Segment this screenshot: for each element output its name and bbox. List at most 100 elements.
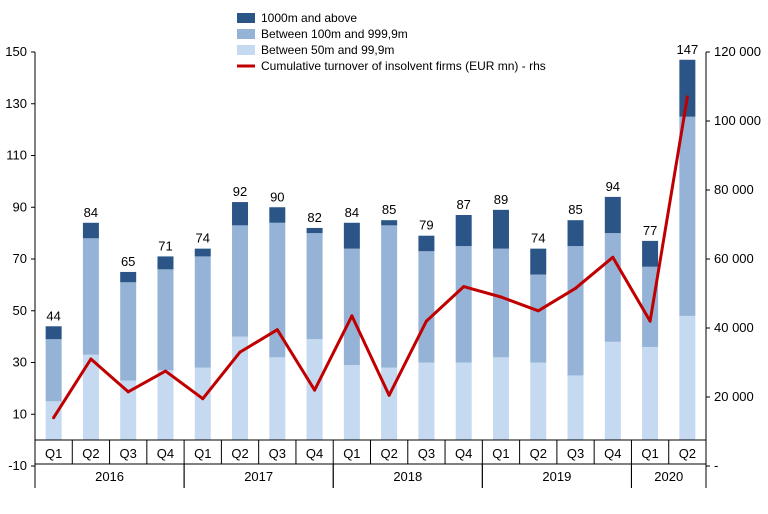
turnover-point xyxy=(126,390,130,394)
bar-total-label: 82 xyxy=(307,210,321,225)
bar-segment-2 xyxy=(343,222,360,249)
bar-segment-1 xyxy=(343,248,360,366)
bar-segment-1 xyxy=(455,246,472,363)
turnover-point xyxy=(313,388,317,392)
y-right-tick-label: 100 000 xyxy=(714,113,761,128)
bar-segment-2 xyxy=(194,248,211,257)
bar-segment-0 xyxy=(530,362,547,441)
year-label: 2016 xyxy=(95,469,124,484)
y-left-tick-label: 30 xyxy=(13,355,27,370)
turnover-point xyxy=(350,314,354,318)
bar-segment-1 xyxy=(642,266,659,347)
bar-segment-1 xyxy=(82,238,99,355)
bar-segment-1 xyxy=(157,269,174,371)
category-label: Q2 xyxy=(679,446,696,461)
bar-segment-1 xyxy=(269,222,286,358)
bar-total-label: 71 xyxy=(158,238,172,253)
turnover-point xyxy=(648,319,652,323)
legend-swatch xyxy=(237,45,255,55)
bar-segment-1 xyxy=(604,233,621,342)
bar-segment-2 xyxy=(679,59,696,117)
bar-segment-2 xyxy=(492,209,509,249)
bar-total-label: 94 xyxy=(606,179,620,194)
turnover-line xyxy=(52,96,689,419)
bar-total-label: 84 xyxy=(84,205,98,220)
bar-segment-0 xyxy=(642,346,659,441)
bar-segment-0 xyxy=(157,370,174,441)
turnover-point xyxy=(238,350,242,354)
turnover-point xyxy=(163,369,167,373)
turnover-point xyxy=(52,416,56,420)
turnover-point xyxy=(685,95,689,99)
bar-total-label: 89 xyxy=(494,192,508,207)
bar-segment-2 xyxy=(120,271,137,283)
y-right-tick-label: 60 000 xyxy=(714,251,754,266)
category-label: Q4 xyxy=(306,446,323,461)
y-right-tick-label: 40 000 xyxy=(714,320,754,335)
bar-segment-0 xyxy=(343,365,360,441)
bar-segment-0 xyxy=(492,357,509,441)
bar-segment-0 xyxy=(604,341,621,441)
category-label: Q1 xyxy=(194,446,211,461)
y-left-tick-label: 90 xyxy=(13,199,27,214)
turnover-point xyxy=(424,319,428,323)
turnover-point xyxy=(574,286,578,290)
category-label: Q1 xyxy=(492,446,509,461)
bar-segment-0 xyxy=(455,362,472,441)
category-label: Q2 xyxy=(231,446,248,461)
category-label: Q1 xyxy=(343,446,360,461)
turnover-point xyxy=(611,255,615,259)
bar-total-label: 74 xyxy=(531,231,545,246)
category-label: Q2 xyxy=(380,446,397,461)
bars-group: 44 84 65 71 74 92 90 82 84 85 79 87 89 74 85 94 77 147 xyxy=(45,42,699,441)
bar-total-label: 65 xyxy=(121,254,135,269)
turnover-point xyxy=(536,309,540,313)
bar-segment-1 xyxy=(492,248,509,358)
y-left-tick-label: 70 xyxy=(13,251,27,266)
bar-segment-1 xyxy=(232,225,249,337)
bar-total-label: 147 xyxy=(677,42,699,57)
bar-segment-0 xyxy=(269,357,286,441)
legend-label: Between 50m and 99,9m xyxy=(261,43,394,57)
bar-segment-1 xyxy=(679,116,696,316)
bar-segment-0 xyxy=(194,367,211,441)
bar-segment-2 xyxy=(567,220,584,247)
bar-total-label: 77 xyxy=(643,223,657,238)
bar-segment-2 xyxy=(269,207,286,223)
bar-segment-1 xyxy=(194,256,211,368)
bar-segment-0 xyxy=(82,354,99,441)
y-left-tick-label: 150 xyxy=(5,44,27,59)
category-label: Q1 xyxy=(45,446,62,461)
legend: 1000m and above Between 100m and 999,9m Be… xyxy=(237,11,546,73)
y-right-tick-label: 20 000 xyxy=(714,389,754,404)
bar-segment-2 xyxy=(604,196,621,234)
category-label: Q3 xyxy=(269,446,286,461)
bar-total-label: 85 xyxy=(382,202,396,217)
bar-segment-1 xyxy=(418,251,435,363)
legend-label: Cumulative turnover of insolvent firms (… xyxy=(261,59,546,73)
turnover-point xyxy=(499,295,503,299)
bar-segment-1 xyxy=(120,282,137,381)
bar-segment-1 xyxy=(530,274,547,363)
turnover-point xyxy=(387,393,391,397)
y-left-tick-label: 10 xyxy=(13,406,27,421)
bar-segment-1 xyxy=(567,246,584,376)
bar-total-label: 44 xyxy=(46,308,60,323)
bar-segment-0 xyxy=(120,380,137,441)
turnover-point xyxy=(275,328,279,332)
bar-segment-2 xyxy=(82,222,99,239)
bar-segment-2 xyxy=(418,235,435,252)
year-label: 2017 xyxy=(244,469,273,484)
category-label: Q3 xyxy=(120,446,137,461)
category-label: Q1 xyxy=(641,446,658,461)
bar-segment-2 xyxy=(530,248,547,275)
bar-total-label: 79 xyxy=(419,218,433,233)
axes-group: -10 10 30 50 70 90 110 130 150 - 20 000 40 000 60 00… xyxy=(5,44,761,488)
bar-total-label: 85 xyxy=(568,202,582,217)
bar-total-label: 90 xyxy=(270,189,284,204)
category-label: Q3 xyxy=(567,446,584,461)
bar-segment-1 xyxy=(381,225,398,368)
bar-segment-0 xyxy=(567,375,584,441)
turnover-point xyxy=(462,285,466,289)
category-label: Q3 xyxy=(418,446,435,461)
